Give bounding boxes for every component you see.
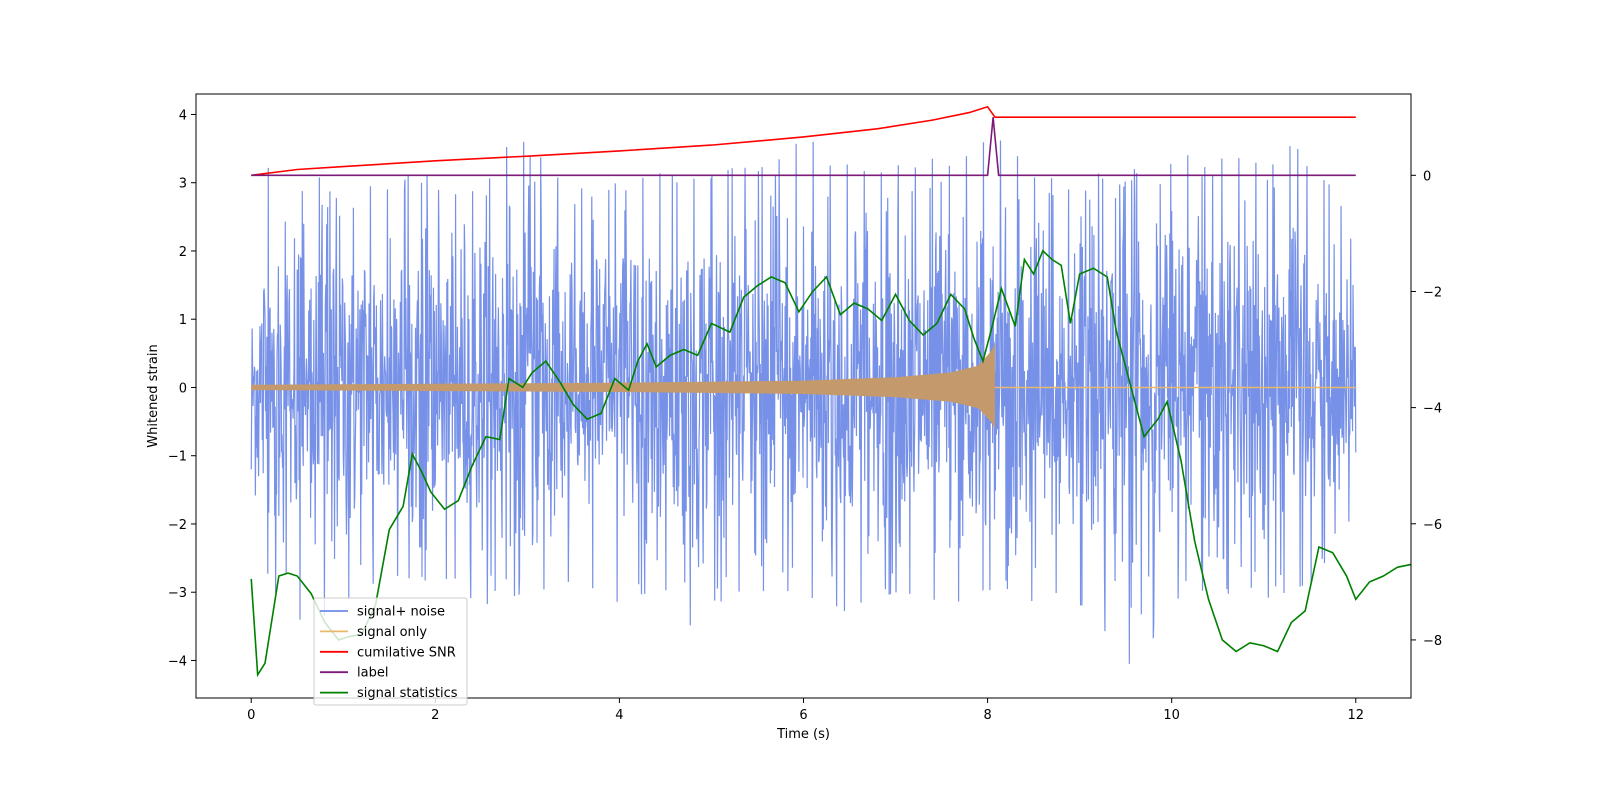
legend-label: signal+ noise: [357, 605, 445, 620]
y-tick-label: 3: [179, 177, 187, 192]
series-signal-statistics: [250, 249, 1412, 678]
x-tick-label: 10: [1163, 708, 1180, 723]
y-tick-label: −2: [168, 518, 187, 533]
x-tick-label: 8: [983, 708, 991, 723]
legend-label: signal only: [357, 625, 427, 640]
y-tick-label: −1: [168, 450, 187, 465]
series-label: [251, 117, 1356, 177]
y-right-tick-label: 0: [1423, 169, 1431, 184]
legend: signal+ noise signal only cumilative SNR la…: [313, 597, 468, 706]
y-right-tick-label: −2: [1423, 285, 1442, 300]
legend-label: cumilative SNR: [357, 645, 456, 660]
x-tick-label: 0: [247, 708, 255, 723]
y-tick-label: 0: [179, 381, 187, 396]
y-tick-label: 4: [179, 108, 187, 123]
series-cumilative-snr: [251, 105, 1356, 177]
y-right-tick-label: −8: [1423, 634, 1442, 649]
y-tick-label: −4: [168, 654, 187, 669]
y-right-tick-label: −6: [1423, 518, 1442, 533]
legend-box: [313, 597, 468, 706]
y-axis-label: Whitened strain: [146, 344, 161, 447]
x-tick-label: 4: [615, 708, 623, 723]
x-tick-label: 2: [431, 708, 439, 723]
y-tick-label: 2: [179, 245, 187, 260]
y-tick-label: 1: [179, 313, 187, 328]
x-tick-label: 12: [1347, 708, 1364, 723]
legend-label: label: [357, 666, 388, 681]
y-tick-label: −3: [168, 586, 187, 601]
data-layer: [250, 105, 1412, 678]
y-right-tick-label: −4: [1423, 402, 1442, 417]
x-tick-label: 6: [799, 708, 807, 723]
series-signal-plus-noise: [250, 140, 1357, 664]
x-axis-label: Time (s): [776, 727, 830, 742]
legend-label: signal statistics: [357, 686, 458, 701]
